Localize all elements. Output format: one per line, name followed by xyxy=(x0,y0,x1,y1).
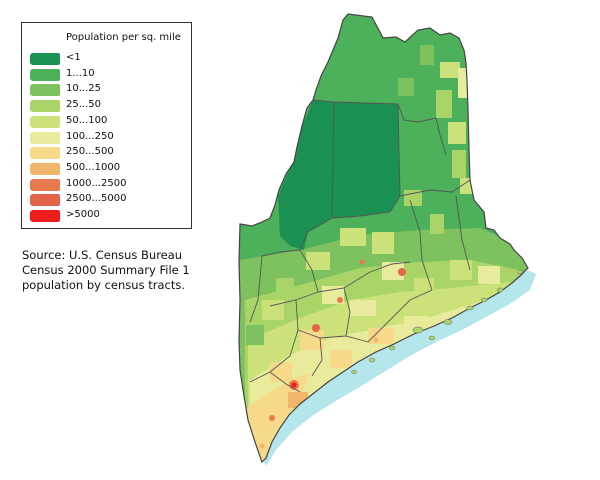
density-patch xyxy=(276,278,294,300)
city-hotspot-saco xyxy=(269,415,275,421)
legend-label: <1 xyxy=(66,52,81,63)
legend-swatch xyxy=(30,194,60,207)
city-hotspot-waterville xyxy=(359,259,365,265)
source-line: Source: U.S. Census Bureau xyxy=(22,248,183,262)
city-hotspot-augusta xyxy=(337,297,343,303)
legend-swatch xyxy=(30,178,60,191)
city-hotspot-rockland xyxy=(373,337,379,343)
density-patch xyxy=(440,62,460,78)
legend-title: Population per sq. mile xyxy=(66,32,181,43)
legend-swatch xyxy=(30,84,60,97)
legend-swatch xyxy=(30,147,60,160)
density-patch xyxy=(436,90,452,118)
density-zone-somerset xyxy=(278,100,334,250)
density-patch xyxy=(306,252,330,270)
legend-label: 10...25 xyxy=(66,83,101,95)
density-patch xyxy=(450,260,472,280)
density-patch xyxy=(430,214,444,234)
density-patch xyxy=(256,412,274,430)
legend-label: 50...100 xyxy=(66,114,108,126)
density-patch xyxy=(452,150,466,178)
density-patch xyxy=(270,362,292,382)
coastal-water xyxy=(258,270,536,466)
density-patch xyxy=(246,325,264,345)
city-hotspot-bangor xyxy=(398,268,406,276)
legend-swatch xyxy=(30,162,60,175)
density-patch xyxy=(368,328,394,344)
legend-label: 100...250 xyxy=(66,130,114,142)
map-legend: Population per sq. mile <1 1...10 10...25 2… xyxy=(21,22,192,229)
source-note: Source: U.S. Census Bureau Census 2000 S… xyxy=(22,248,190,293)
density-patch xyxy=(350,300,376,316)
legend-swatch xyxy=(30,115,60,128)
source-line: population by census tracts. xyxy=(22,278,185,292)
legend-swatch xyxy=(30,210,60,222)
legend-label: 1...10 xyxy=(66,67,95,79)
density-patch xyxy=(478,266,500,284)
density-patch xyxy=(460,178,472,194)
density-patch xyxy=(340,228,366,246)
city-hotspot-lewiston xyxy=(312,324,320,332)
legend-label: 2500...5000 xyxy=(66,193,127,205)
city-hotspot-kittery xyxy=(259,443,265,449)
density-patch xyxy=(382,262,404,280)
density-patch xyxy=(300,330,324,350)
legend-swatch xyxy=(30,68,60,81)
legend-swatch xyxy=(30,53,60,65)
density-patch xyxy=(404,316,428,330)
density-patch xyxy=(372,232,394,254)
density-patch xyxy=(458,68,468,98)
density-patch xyxy=(262,300,284,320)
density-patch xyxy=(420,45,434,65)
legend-swatch xyxy=(30,131,60,144)
legend-label: 1000...2500 xyxy=(66,177,127,189)
legend-label: 250...500 xyxy=(66,146,114,158)
legend-label: 25...50 xyxy=(66,99,101,111)
islands xyxy=(351,269,523,375)
density-patch xyxy=(448,122,466,144)
county-boundaries xyxy=(249,99,471,393)
density-patch xyxy=(330,350,352,368)
density-patch xyxy=(398,78,414,96)
city-hotspot-portland-core xyxy=(291,382,297,388)
legend-label: >5000 xyxy=(66,209,100,220)
source-line: Census 2000 Summary File 1 xyxy=(22,263,190,277)
legend-label: 500...1000 xyxy=(66,161,121,173)
legend-swatch xyxy=(30,100,60,113)
density-zone-piscataquis xyxy=(332,102,400,218)
